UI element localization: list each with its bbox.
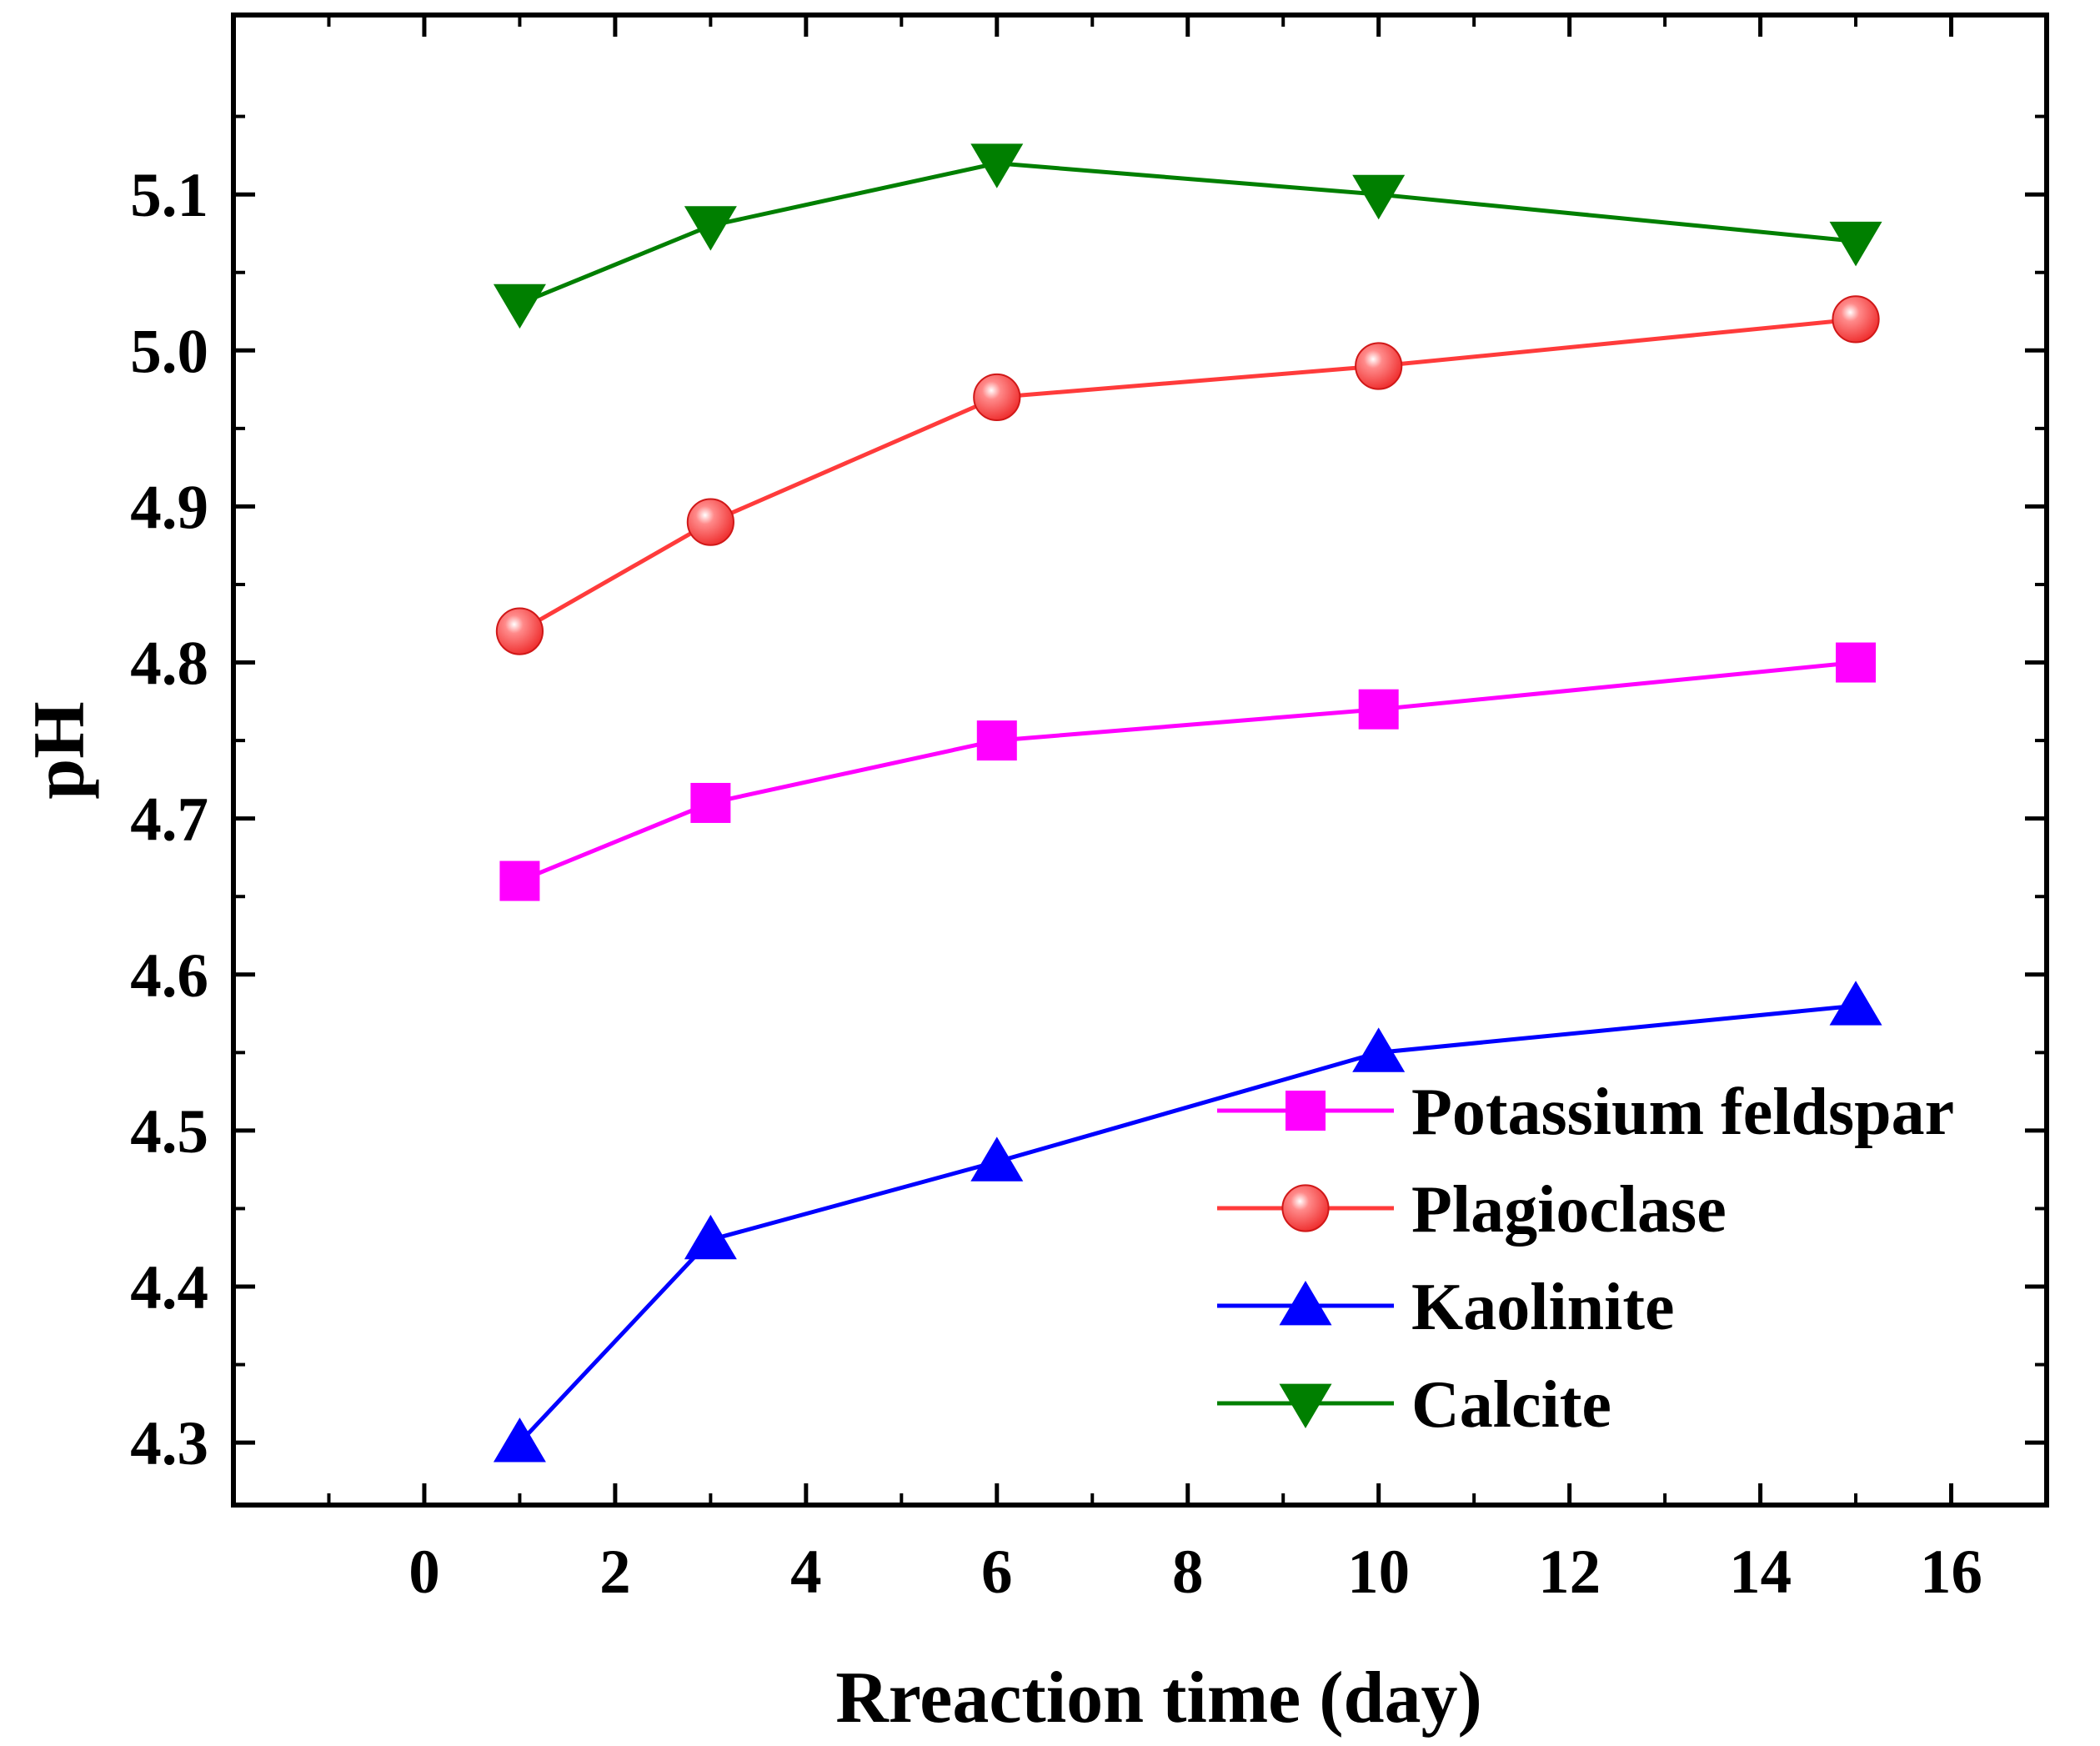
data-point xyxy=(1352,1027,1406,1072)
data-point xyxy=(493,1417,546,1463)
data-point xyxy=(690,782,731,823)
legend-label: Potassium feldspar xyxy=(1411,1076,1954,1149)
y-tick-label: 4.5 xyxy=(130,1097,208,1167)
x-axis: 0 2 4 6 8 10 12 14 16 xyxy=(327,15,2048,1607)
data-point xyxy=(684,1214,737,1260)
series-plagioclase xyxy=(495,295,1880,655)
series-layer xyxy=(493,143,1882,1463)
legend-item: Kaolinite xyxy=(1217,1271,1675,1344)
y-tick-label: 4.9 xyxy=(130,473,208,542)
x-tick-label: 16 xyxy=(1920,1538,1982,1607)
legend-label: Calcite xyxy=(1411,1368,1611,1442)
data-point xyxy=(1352,174,1406,220)
series-potassium-feldspar xyxy=(499,642,1877,901)
y-axis-title: pH xyxy=(19,701,100,799)
legend-item: Plagioclase xyxy=(1217,1173,1727,1247)
y-tick-label: 4.4 xyxy=(130,1253,208,1322)
legend-marker xyxy=(1286,1091,1326,1131)
data-point xyxy=(1836,642,1877,683)
data-point xyxy=(493,283,546,329)
x-tick-label: 10 xyxy=(1347,1538,1410,1607)
y-axis: 4.3 4.4 4.5 4.6 4.7 4.8 4.9 5.0 5.1 xyxy=(130,114,2047,1478)
data-point xyxy=(1358,689,1399,730)
plot-area xyxy=(231,13,2049,1508)
x-tick-label: 4 xyxy=(790,1538,822,1607)
data-point xyxy=(976,720,1017,761)
data-point xyxy=(499,860,540,901)
data-point xyxy=(1829,221,1882,267)
series-kaolinite xyxy=(493,981,1882,1463)
y-tick-label: 5.1 xyxy=(130,161,208,230)
x-axis-title: Rreaction time (day) xyxy=(835,1658,1482,1738)
legend-marker xyxy=(1279,1383,1332,1428)
data-point xyxy=(1829,981,1882,1026)
data-point xyxy=(495,607,544,655)
x-tick-label: 6 xyxy=(981,1538,1013,1607)
data-point xyxy=(1832,295,1880,344)
y-tick-label: 4.6 xyxy=(130,941,208,1011)
y-tick-label: 4.7 xyxy=(130,785,208,855)
y-tick-label: 4.3 xyxy=(130,1409,208,1478)
x-tick-label: 12 xyxy=(1538,1538,1601,1607)
data-point xyxy=(970,143,1024,188)
legend-marker xyxy=(1279,1281,1332,1326)
legend: Potassium feldspar Plagioclase Kaolinite Ca… xyxy=(1217,1076,1954,1442)
data-point xyxy=(973,373,1021,422)
x-tick-label: 0 xyxy=(408,1538,440,1607)
legend-item: Calcite xyxy=(1217,1368,1611,1442)
y-tick-label: 5.0 xyxy=(130,317,208,386)
plot-frame xyxy=(231,13,2049,1508)
series-calcite xyxy=(493,143,1882,329)
x-tick-label: 8 xyxy=(1172,1538,1204,1607)
legend-item: Potassium feldspar xyxy=(1217,1076,1954,1149)
legend-label: Kaolinite xyxy=(1411,1271,1675,1344)
x-tick-label: 14 xyxy=(1729,1538,1792,1607)
series-line xyxy=(519,660,1857,883)
data-point xyxy=(684,206,737,251)
legend-marker xyxy=(1281,1184,1330,1232)
data-point xyxy=(686,498,734,546)
data-point xyxy=(970,1136,1024,1182)
y-tick-label: 4.8 xyxy=(130,630,208,699)
legend-label: Plagioclase xyxy=(1411,1173,1727,1247)
x-tick-label: 2 xyxy=(599,1538,631,1607)
data-point xyxy=(1355,342,1403,390)
series-line xyxy=(519,317,1857,634)
